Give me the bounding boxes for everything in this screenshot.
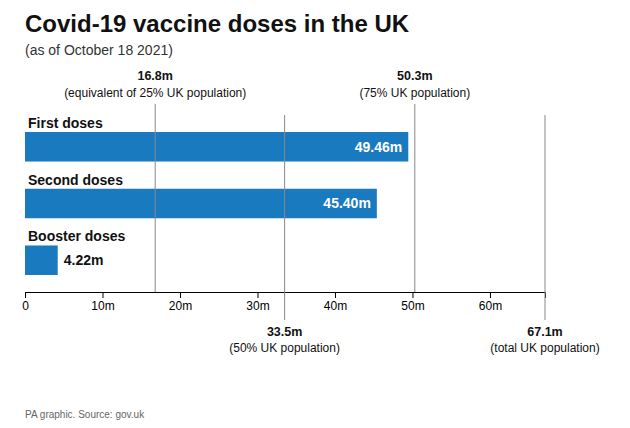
tick: 10m [91, 292, 114, 313]
reference-line [545, 115, 546, 320]
reference-line [414, 104, 415, 292]
tick: 20m [169, 292, 192, 313]
category-label: Booster doses [28, 228, 125, 244]
title: Covid-19 vaccine doses in the UK [25, 10, 410, 37]
tick-label: 0 [22, 299, 29, 313]
bar [25, 245, 58, 275]
category-labels: Booster doses Second doses First doses [28, 115, 125, 244]
chart: Covid-19 vaccine doses in the UK (as of O… [0, 0, 630, 428]
annotation-value: 67.1m [527, 325, 562, 339]
subtitle: (as of October 18 2021) [25, 42, 173, 58]
tick-mark [25, 292, 26, 298]
annotations: 16.8m (equivalent of 25% UK population) 33… [64, 69, 600, 355]
tick: 40m [324, 292, 347, 313]
tick-mark [180, 292, 181, 298]
axis-domain [26, 293, 546, 299]
annotation-value: 33.5m [267, 325, 302, 339]
tick-label: 30m [246, 299, 269, 313]
annotation-text: (equivalent of 25% UK population) [64, 86, 246, 100]
tick-mark [257, 292, 258, 298]
tick-mark [412, 292, 413, 298]
bar [25, 189, 377, 219]
reference-line [284, 115, 285, 320]
tick-mark [490, 292, 491, 298]
data-label: 49.46m [355, 139, 402, 155]
tick: 30m [246, 292, 269, 313]
tick-label: 20m [169, 299, 192, 313]
annotation-text: (total UK population) [490, 341, 599, 355]
category-label: Second doses [28, 172, 123, 188]
tick: 60m [479, 292, 502, 313]
tick-label: 50m [401, 299, 424, 313]
data-label: 4.22m [64, 252, 104, 268]
x-axis: 0 10m 20m 30m 40m 50m 60m [22, 292, 545, 313]
source: PA graphic. Source: gov.uk [25, 409, 145, 420]
annotation-value: 50.3m [397, 69, 432, 83]
tick-mark [102, 292, 103, 298]
data-labels: 4.22m 45.40m 49.46m [64, 139, 403, 268]
annotation-value: 16.8m [137, 69, 172, 83]
tick-label: 40m [324, 299, 347, 313]
tick-mark [335, 292, 336, 298]
data-label: 45.40m [323, 195, 370, 211]
annotation-text: (75% UK population) [359, 86, 470, 100]
reference-line [155, 104, 156, 292]
tick: 50m [401, 292, 424, 313]
bar [25, 132, 408, 162]
bars [25, 132, 408, 275]
tick-label: 10m [91, 299, 114, 313]
category-label: First doses [28, 115, 103, 131]
tick: 0 [22, 292, 29, 313]
tick-label: 60m [479, 299, 502, 313]
annotation-text: (50% UK population) [229, 341, 340, 355]
